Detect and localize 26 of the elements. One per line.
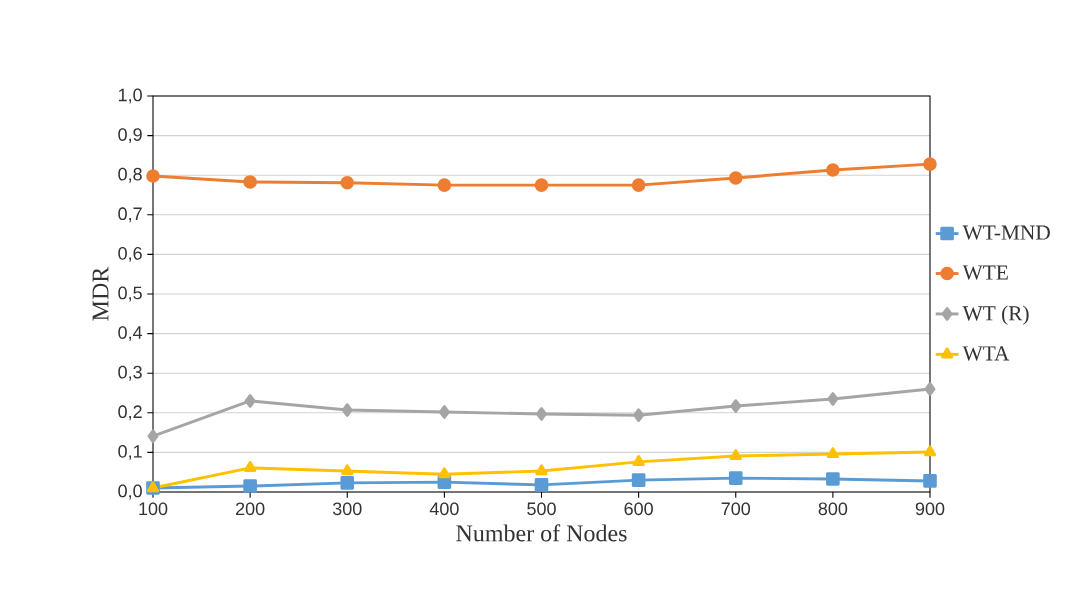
y-tick-label: 0,3 xyxy=(118,365,142,381)
legend-label: WTE xyxy=(962,265,1008,280)
y-tick-label: 0,2 xyxy=(118,405,142,421)
x-tick-label: 500 xyxy=(527,502,556,516)
y-tick-label: 0,5 xyxy=(118,286,142,302)
x-tick-label: 900 xyxy=(915,502,945,516)
legend-label: WTA xyxy=(962,346,1010,361)
x-tick-label: 400 xyxy=(429,502,459,516)
y-tick-label: 0,7 xyxy=(118,207,142,223)
x-tick-label: 200 xyxy=(236,502,265,516)
y-tick-label: 0,6 xyxy=(118,246,142,262)
x-axis-title: Number of Nodes xyxy=(456,524,627,542)
x-tick-label: 800 xyxy=(818,502,848,516)
legend-label: WT-MND xyxy=(962,225,1050,240)
y-tick-label: 0,4 xyxy=(118,326,143,342)
legend-label: WT (R) xyxy=(962,305,1029,325)
y-tick-label: 0,8 xyxy=(118,167,142,183)
x-tick-label: 300 xyxy=(332,502,362,516)
x-tick-label: 700 xyxy=(721,502,751,516)
y-tick-label: 0,0 xyxy=(118,484,142,500)
x-tick-label: 100 xyxy=(139,502,168,516)
y-tick-label: 0,1 xyxy=(118,444,142,460)
y-axis-title: MDR xyxy=(92,266,109,321)
y-tick-label: 0,9 xyxy=(118,128,142,144)
x-tick-label: 600 xyxy=(624,502,653,516)
y-tick-label: 1,0 xyxy=(118,88,142,104)
